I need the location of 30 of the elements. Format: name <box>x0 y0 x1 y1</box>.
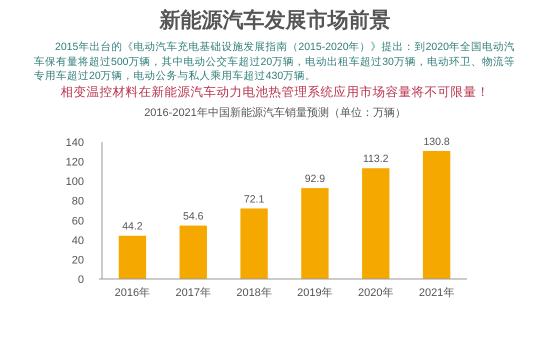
y-tick-label: 20 <box>72 254 84 266</box>
x-tick-label: 2020年 <box>358 287 394 299</box>
y-tick-label: 140 <box>66 137 84 149</box>
chart-title: 新能源汽车发展市场前景 <box>158 8 392 34</box>
y-tick-label: 100 <box>66 176 84 188</box>
x-tick-label: 2016年 <box>114 287 150 299</box>
bar <box>362 168 390 279</box>
data-label: 72.1 <box>244 193 264 206</box>
y-tick-label: 0 <box>78 274 84 286</box>
data-label: 130.8 <box>423 136 450 148</box>
data-label: 113.2 <box>363 153 389 166</box>
bar <box>180 226 207 279</box>
data-label: 54.6 <box>183 210 204 223</box>
text: 2015年出台的《电动汽车充电基础设施发展指南（2015-2020年）》提出：到2020年全国电动汽车保有量将超过500万辆，其中电动公交车超过20万辆，电动出租车超过30万辆，电动环卫、物流等专用车超过20万辆，电动公务与私人乘用车超过430万辆。 <box>34 40 516 84</box>
chart-subtitle: 2016-2021年中国新能源汽车销量预测（单位：万辆） <box>144 106 406 119</box>
x-tick-label: 2018年 <box>236 287 272 299</box>
x-tick-label: 2019年 <box>297 287 333 299</box>
y-tick-label: 60 <box>72 215 84 228</box>
bar <box>118 236 146 279</box>
y-tick-label: 40 <box>72 234 84 247</box>
bar <box>422 151 450 279</box>
y-tick-label: 80 <box>72 196 84 208</box>
bar <box>240 208 268 279</box>
x-tick-label: 2021年 <box>418 287 454 299</box>
x-tick-label: 2017年 <box>176 287 211 299</box>
data-label: 92.9 <box>304 173 326 186</box>
bar <box>301 188 329 279</box>
data-label: 44.2 <box>122 220 143 233</box>
y-tick-label: 120 <box>66 156 84 169</box>
text: 相变温控材料在新能源汽车动力电池热管理系统应用市场容量将不可限量！ <box>60 84 490 101</box>
